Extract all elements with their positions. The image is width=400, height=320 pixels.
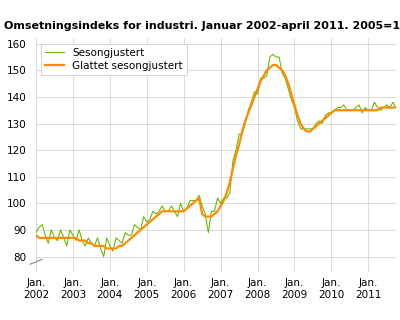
Glattet sesongjustert — [289, 92, 294, 96]
Line: Glattet sesongjustert: Glattet sesongjustert — [36, 65, 396, 249]
Sesongjustert — [317, 119, 322, 123]
Sesongjustert — [74, 239, 78, 243]
Sesongjustert — [110, 249, 115, 253]
Glattet sesongjustert — [74, 236, 78, 240]
Sesongjustert — [270, 52, 275, 56]
Glattet sesongjustert — [323, 116, 328, 120]
Sesongjustert — [323, 114, 328, 117]
Sesongjustert — [101, 255, 106, 259]
Sesongjustert — [394, 106, 398, 109]
Sesongjustert — [289, 98, 294, 101]
Glattet sesongjustert — [110, 247, 115, 251]
Glattet sesongjustert — [160, 209, 164, 213]
Glattet sesongjustert — [317, 122, 322, 125]
Legend: Sesongjustert, Glattet sesongjustert: Sesongjustert, Glattet sesongjustert — [41, 44, 187, 75]
Glattet sesongjustert — [394, 106, 398, 109]
Sesongjustert — [34, 231, 38, 235]
Sesongjustert — [160, 204, 164, 208]
Glattet sesongjustert — [270, 63, 275, 67]
Text: Omsetningsindeks for industri. Januar 2002-april 2011. 2005=100: Omsetningsindeks for industri. Januar 20… — [4, 21, 400, 31]
Line: Sesongjustert: Sesongjustert — [36, 54, 396, 257]
Glattet sesongjustert — [34, 233, 38, 237]
Glattet sesongjustert — [104, 247, 109, 251]
